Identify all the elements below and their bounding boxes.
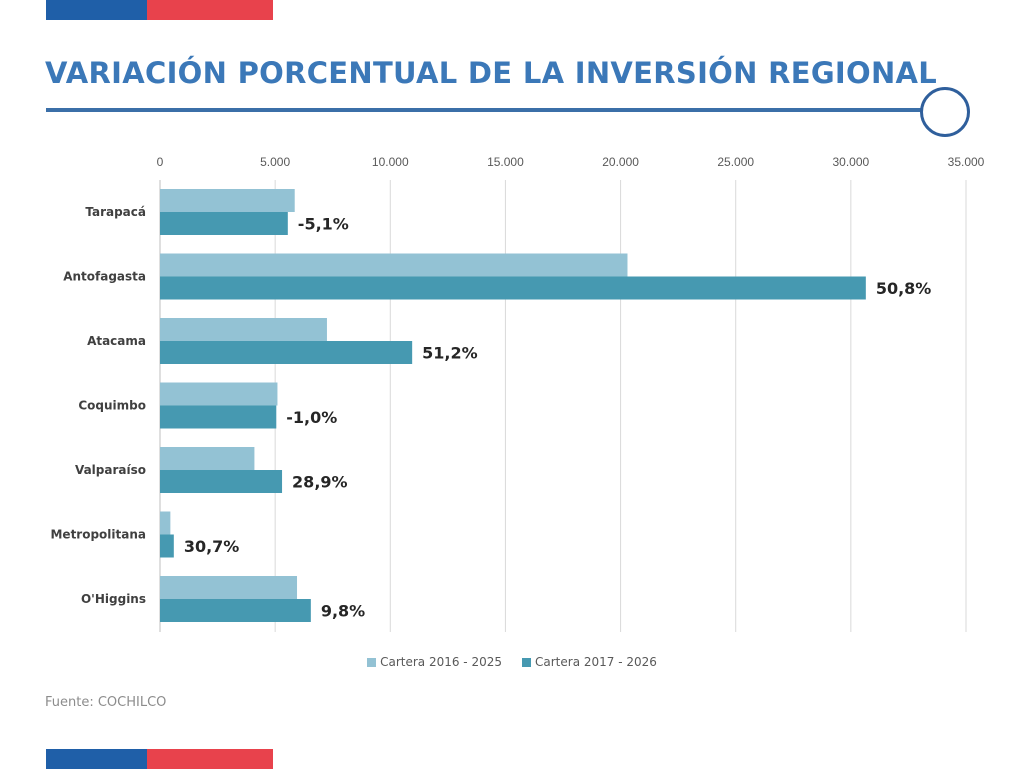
bar-series-2 <box>160 599 311 622</box>
bar-series-1 <box>160 382 278 406</box>
legend-swatch-series-1 <box>367 657 377 667</box>
flag-bar-top <box>46 0 273 20</box>
bar-series-1 <box>160 189 295 212</box>
bar-series-2 <box>160 276 866 300</box>
data-label: 51,2% <box>422 344 478 363</box>
x-tick-label: 0 <box>157 155 164 169</box>
category-label: Atacama <box>87 334 146 348</box>
category-label: O'Higgins <box>81 592 146 606</box>
flag-blue-segment <box>46 0 147 20</box>
legend-item-series-2: Cartera 2017 - 2026 <box>522 655 657 669</box>
category-label: Metropolitana <box>50 528 146 542</box>
legend-item-series-1: Cartera 2016 - 2025 <box>367 655 502 669</box>
legend-label-series-2: Cartera 2017 - 2026 <box>535 655 657 669</box>
x-tick-label: 15.000 <box>487 155 524 169</box>
source-note: Fuente: COCHILCO <box>45 695 167 710</box>
x-tick-label: 30.000 <box>833 155 870 169</box>
bar-series-1 <box>160 576 298 599</box>
data-label: 28,9% <box>292 473 348 492</box>
data-label: -1,0% <box>286 408 337 427</box>
title-circle-ornament <box>920 87 970 137</box>
data-label: -5,1% <box>298 215 349 234</box>
category-label: Valparaíso <box>75 463 146 477</box>
bar-series-2 <box>160 470 283 493</box>
legend-label-series-1: Cartera 2016 - 2025 <box>380 655 502 669</box>
flag-blue-segment <box>46 749 147 769</box>
bar-series-1 <box>160 253 628 277</box>
title-underline <box>46 108 924 112</box>
x-tick-label: 10.000 <box>372 155 409 169</box>
flag-red-segment <box>147 749 273 769</box>
x-tick-label: 20.000 <box>602 155 639 169</box>
category-label: Coquimbo <box>78 399 146 413</box>
bar-series-2 <box>160 405 277 429</box>
bar-series-1 <box>160 318 327 341</box>
chart-legend: Cartera 2016 - 2025 Cartera 2017 - 2026 <box>0 655 1024 669</box>
x-tick-label: 5.000 <box>260 155 290 169</box>
page-title: VARIACIÓN PORCENTUAL DE LA INVERSIÓN REG… <box>45 56 938 90</box>
category-label: Tarapacá <box>85 205 146 219</box>
x-tick-label: 35.000 <box>948 155 985 169</box>
category-label: Antofagasta <box>63 270 146 284</box>
bar-series-2 <box>160 534 174 558</box>
bar-series-1 <box>160 447 255 470</box>
legend-swatch-series-2 <box>522 657 531 667</box>
bar-series-1 <box>160 511 171 535</box>
data-label: 30,7% <box>184 537 240 556</box>
data-label: 9,8% <box>321 602 365 621</box>
data-label: 50,8% <box>876 279 932 298</box>
bar-series-2 <box>160 341 413 364</box>
x-tick-label: 25.000 <box>717 155 754 169</box>
flag-red-segment <box>147 0 273 20</box>
bar-series-2 <box>160 212 288 235</box>
flag-bar-bottom <box>46 749 273 769</box>
